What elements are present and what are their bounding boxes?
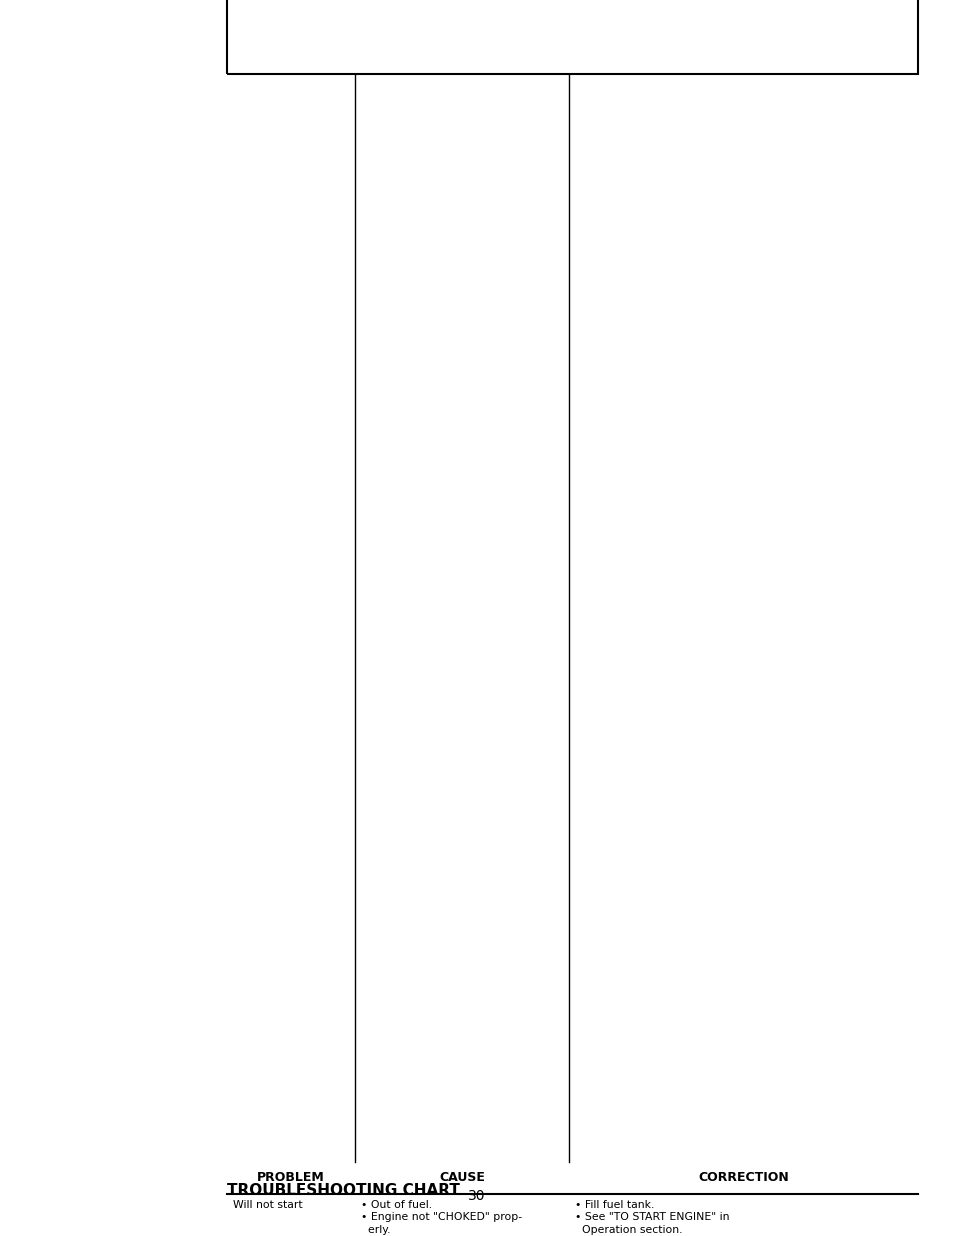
Text: CAUSE: CAUSE [438, 1172, 484, 1184]
Text: • Fill fuel tank.
• See "TO START ENGINE" in
  Operation section.
• Wait several: • Fill fuel tank. • See "TO START ENGINE… [574, 1200, 756, 1236]
Text: PROBLEM: PROBLEM [256, 1172, 324, 1184]
Text: CORRECTION: CORRECTION [698, 1172, 788, 1184]
Text: 30: 30 [468, 1189, 485, 1204]
Text: Will not start: Will not start [233, 1200, 302, 1210]
Text: TROUBLESHOOTING CHART: TROUBLESHOOTING CHART [227, 1183, 459, 1198]
Bar [227, 0, 917, 74]
Text: • Out of fuel.
• Engine not "CHOKED" prop-
  erly.
• Engine flooded.

• Bad spar: • Out of fuel. • Engine not "CHOKED" pro… [360, 1200, 534, 1236]
